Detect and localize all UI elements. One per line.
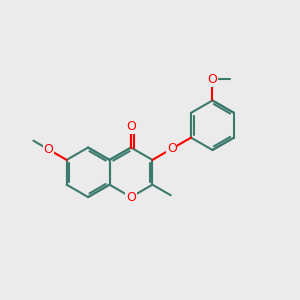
Text: O: O (208, 73, 218, 86)
Text: O: O (126, 120, 136, 133)
Text: O: O (44, 143, 53, 156)
Text: O: O (167, 142, 177, 155)
Text: O: O (126, 190, 136, 204)
